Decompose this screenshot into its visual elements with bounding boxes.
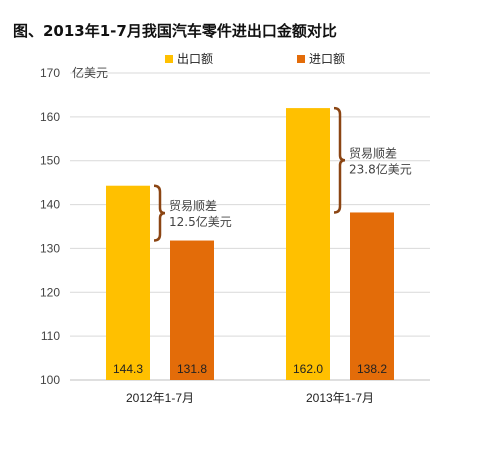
y-tick-label: 120 (40, 285, 60, 299)
bar-import-0 (170, 240, 214, 380)
bars: 144.3 131.8 162.0 138.2 (106, 108, 394, 380)
data-label: 131.8 (177, 362, 207, 376)
surplus-bracket (153, 184, 166, 242)
legend-swatch-0 (165, 55, 173, 63)
y-tick-label: 150 (40, 154, 60, 168)
x-tick-label: 2013年1-7月 (306, 391, 374, 405)
y-axis: 100 110 120 130 140 150 160 170 亿美元 (40, 65, 430, 387)
x-tick-label: 2012年1-7月 (126, 391, 194, 405)
surplus-label: 贸易顺差 (169, 199, 217, 213)
data-label: 162.0 (293, 362, 323, 376)
y-axis-unit: 亿美元 (72, 65, 108, 80)
legend-swatch-1 (297, 55, 305, 63)
bar-import-1 (350, 212, 394, 380)
legend: 出口额 进口额 (165, 52, 345, 66)
surplus-value: 23.8亿美元 (349, 161, 412, 176)
data-label: 144.3 (113, 362, 143, 376)
y-tick-label: 160 (40, 110, 60, 124)
bar-export-1 (286, 108, 330, 380)
y-tick-label: 130 (40, 241, 60, 255)
y-tick-label: 170 (40, 66, 60, 80)
surplus-bracket (333, 106, 346, 214)
bar-export-0 (106, 185, 150, 380)
y-tick-label: 110 (41, 329, 60, 343)
legend-label: 进口额 (309, 52, 345, 66)
x-axis: 2012年1-7月 2013年1-7月 (126, 391, 374, 405)
data-label: 138.2 (357, 362, 387, 376)
legend-label: 出口额 (177, 52, 213, 66)
y-tick-label: 100 (40, 373, 60, 387)
surplus-label: 贸易顺差 (349, 146, 397, 160)
surplus-value: 12.5亿美元 (169, 214, 232, 229)
y-tick-label: 140 (40, 198, 60, 212)
chart-title: 图、2013年1-7月我国汽车零件进出口金额对比 (13, 22, 337, 40)
